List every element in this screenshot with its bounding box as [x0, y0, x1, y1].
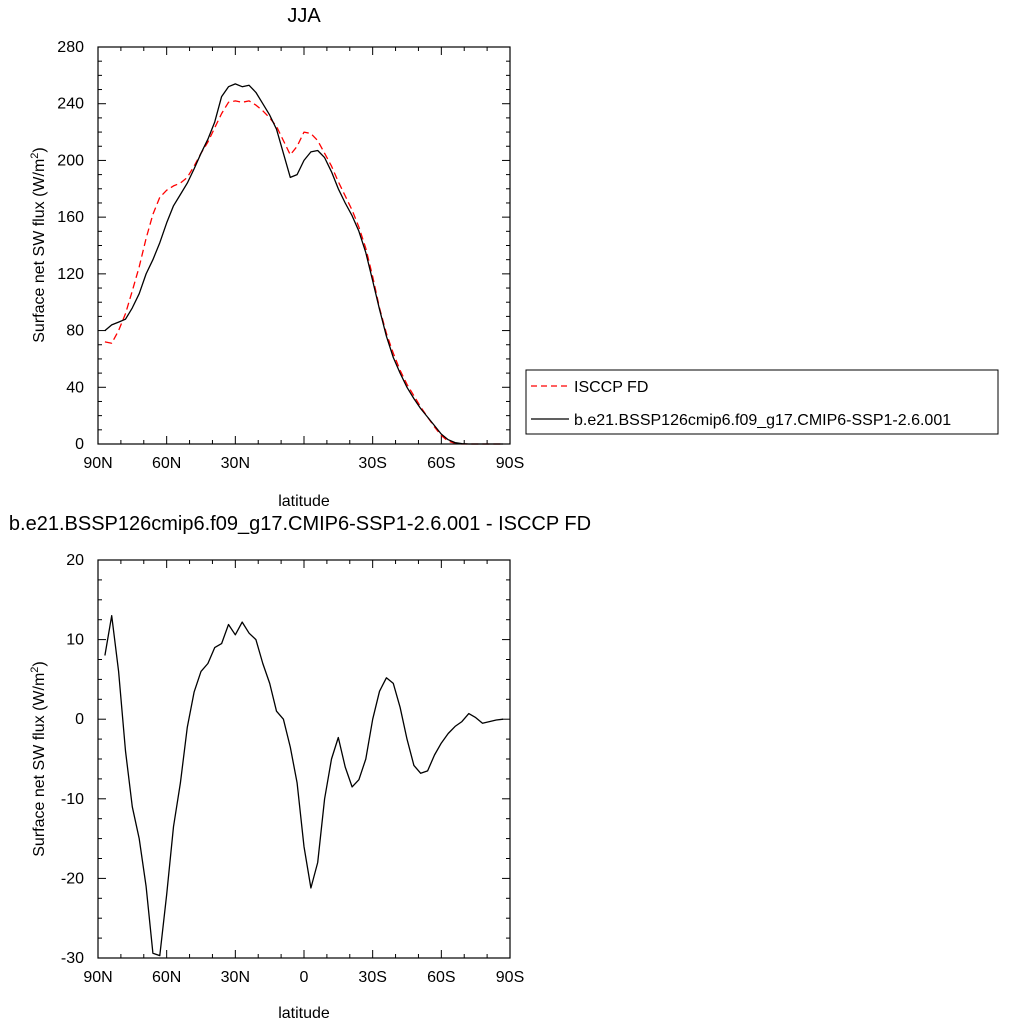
bottom-y-tick-label: 10: [66, 632, 84, 649]
top-x-tick-labels: 90N 60N 30N 30S 60S 90S: [83, 455, 524, 472]
top-x-tick-label: 30S: [358, 455, 386, 472]
top-plot-frame: [97, 46, 511, 445]
top-y-tick-label: 40: [66, 379, 84, 396]
top-series-line-1: [104, 83, 504, 445]
bottom-x-tick-labels: 90N 60N 30N 0 30S 60S 90S: [83, 969, 524, 986]
bottom-y-axis-label-main: Surface net SW flux (W/m: [31, 673, 48, 857]
bottom-y-tick-label: 0: [75, 711, 84, 728]
top-x-tick-label: 60N: [152, 455, 181, 472]
top-series-line-0: [104, 100, 504, 445]
bottom-x-tick-label: 30N: [221, 969, 250, 986]
bottom-y-tick-label: -10: [61, 791, 84, 808]
top-x-tick-label: 90N: [83, 455, 112, 472]
top-y-axis-label-sup: 2: [29, 153, 41, 159]
bottom-y-axis-label-sup: 2: [29, 667, 41, 673]
bottom-x-tick-label: 60S: [427, 969, 455, 986]
bottom-series-lines: [104, 615, 504, 957]
bottom-panel: b.e21.BSSP126cmip6.f09_g17.CMIP6-SSP1-2.…: [9, 513, 591, 1022]
top-series-lines: [104, 83, 504, 445]
top-y-axis-label-main: Surface net SW flux (W/m: [31, 159, 48, 343]
top-y-axis-label: Surface net SW flux (W/m2): [29, 147, 48, 343]
top-y-tick-label: 160: [57, 209, 84, 226]
bottom-y-axis-label: Surface net SW flux (W/m2): [29, 661, 48, 857]
bottom-x-axis-label: latitude: [278, 1005, 330, 1022]
legend: ISCCP FD b.e21.BSSP126cmip6.f09_g17.CMIP…: [525, 369, 999, 435]
top-y-tick-label: 80: [66, 323, 84, 340]
top-x-tick-label: 90S: [496, 455, 524, 472]
top-y-tick-labels: 0 40 80 120 160 200 240 280: [57, 39, 84, 453]
bottom-y-axis-label-end: ): [31, 661, 48, 666]
top-y-tick-label: 0: [75, 436, 84, 453]
top-axis-ticks: [97, 46, 511, 445]
bottom-series-line-0: [104, 615, 504, 957]
legend-label-isccp: ISCCP FD: [574, 379, 648, 396]
bottom-x-tick-label: 0: [300, 969, 309, 986]
bottom-plot-frame: [97, 559, 511, 959]
legend-label-model: b.e21.BSSP126cmip6.f09_g17.CMIP6-SSP1-2.…: [574, 412, 951, 429]
top-x-tick-label: 30N: [221, 455, 250, 472]
bottom-x-tick-label: 30S: [358, 969, 386, 986]
legend-box: [525, 369, 999, 435]
top-x-tick-label: 60S: [427, 455, 455, 472]
bottom-y-tick-label: 20: [66, 552, 84, 569]
bottom-axis-ticks: [97, 559, 511, 959]
bottom-x-tick-label: 60N: [152, 969, 181, 986]
bottom-y-tick-labels: -30 -20 -10 0 10 20: [61, 552, 84, 967]
bottom-chart-title: b.e21.BSSP126cmip6.f09_g17.CMIP6-SSP1-2.…: [9, 513, 591, 535]
top-y-axis-label-end: ): [31, 147, 48, 152]
top-y-tick-label: 240: [57, 96, 84, 113]
bottom-x-tick-label: 90N: [83, 969, 112, 986]
bottom-y-tick-label: -30: [61, 950, 84, 967]
bottom-x-tick-label: 90S: [496, 969, 524, 986]
bottom-y-tick-label: -20: [61, 870, 84, 887]
top-y-tick-label: 200: [57, 152, 84, 169]
top-y-tick-label: 280: [57, 39, 84, 56]
top-x-axis-label: latitude: [278, 493, 330, 510]
top-panel: JJA 90N 60N 30N 30S 60S 90S 0 40 80 120 160 200 240…: [29, 5, 524, 510]
top-y-tick-label: 120: [57, 266, 84, 283]
top-chart-title: JJA: [287, 5, 321, 27]
